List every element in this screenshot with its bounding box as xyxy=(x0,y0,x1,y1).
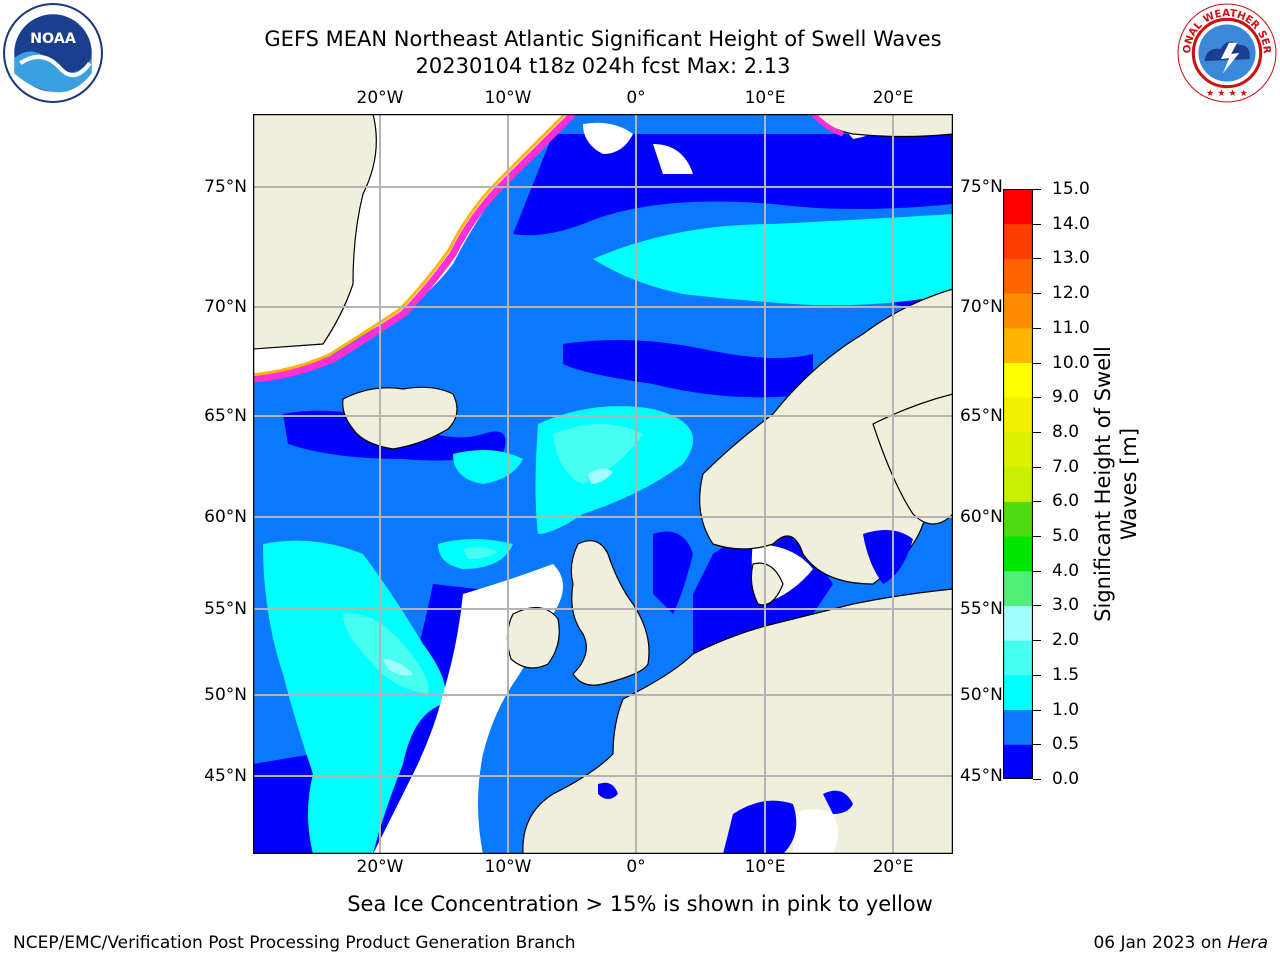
land-masses xyxy=(253,114,953,854)
colorbar-tick xyxy=(1033,709,1041,711)
colorbar-title: Significant Height of Swell Waves [m] xyxy=(1091,346,1141,622)
footer-date-text: 06 Jan 2023 on xyxy=(1093,933,1228,953)
lat-label-left: 45°N xyxy=(204,766,247,786)
noaa-logo: NOAA xyxy=(3,3,103,103)
lon-label-bottom: 10°W xyxy=(484,857,532,877)
lon-label-top: 10°W xyxy=(484,88,532,108)
colorbar-tick-label: 4.0 xyxy=(1052,560,1080,581)
colorbar-band xyxy=(1003,223,1033,259)
colorbar-tick-label: 9.0 xyxy=(1052,387,1080,408)
colorbar-tick xyxy=(1033,501,1041,503)
lat-label-left: 75°N xyxy=(204,177,247,197)
footer-host: Hera xyxy=(1227,933,1268,953)
chart-subtitle: 20230104 t18z 024h fcst Max: 2.13 xyxy=(415,54,791,78)
colorbar-tick-label: 3.0 xyxy=(1052,595,1080,616)
colorbar-tick xyxy=(1033,189,1041,190)
lat-label-right: 65°N xyxy=(960,406,1003,426)
colorbar-tick xyxy=(1033,744,1041,746)
chart-title: GEFS MEAN Northeast Atlantic Significant… xyxy=(264,27,942,51)
svg-text:★ ★ ★ ★: ★ ★ ★ ★ xyxy=(1206,88,1248,99)
lon-label-top: 20°W xyxy=(356,88,404,108)
lat-label-right: 50°N xyxy=(960,685,1003,705)
colorbar-band xyxy=(1003,640,1033,676)
lat-label-left: 60°N xyxy=(204,507,247,527)
lon-label-bottom: 20°W xyxy=(356,857,404,877)
colorbar-band xyxy=(1003,327,1033,364)
colorbar-tick-label: 15.0 xyxy=(1052,179,1090,199)
colorbar-tick-label: 1.5 xyxy=(1052,664,1080,685)
colorbar-tick-label: 2.0 xyxy=(1052,630,1080,651)
footer-date: 06 Jan 2023 on Hera xyxy=(1093,933,1268,953)
lat-label-right: 70°N xyxy=(960,297,1003,317)
colorbar-tick xyxy=(1033,674,1041,676)
colorbar-tick-label: 6.0 xyxy=(1052,491,1080,512)
colorbar-tick-label: 0.5 xyxy=(1052,734,1080,755)
colorbar-band xyxy=(1003,744,1033,779)
colorbar-tick xyxy=(1033,605,1041,607)
caption-text: Sea Ice Concentration > 15% is shown in … xyxy=(347,892,933,916)
colorbar-tick xyxy=(1033,431,1041,433)
lat-label-left: 50°N xyxy=(204,685,247,705)
colorbar-band xyxy=(1003,362,1033,398)
lat-label-right: 75°N xyxy=(960,177,1003,197)
lon-label-top: 0° xyxy=(626,88,646,108)
colorbar-band xyxy=(1003,570,1033,606)
colorbar xyxy=(1003,189,1033,779)
colorbar-band xyxy=(1003,293,1033,329)
lon-label-bottom: 20°E xyxy=(872,857,914,877)
colorbar-band xyxy=(1003,674,1033,711)
lat-label-right: 45°N xyxy=(960,766,1003,786)
nws-logo: NATIONAL WEATHER SERVICE ★ ★ ★ ★ xyxy=(1176,2,1277,103)
colorbar-tick xyxy=(1033,258,1041,260)
lat-label-left: 70°N xyxy=(204,297,247,317)
map-graticule xyxy=(253,114,953,854)
lat-label-right: 55°N xyxy=(960,599,1003,619)
colorbar-tick xyxy=(1033,362,1041,364)
colorbar-tick-label: 7.0 xyxy=(1052,456,1080,477)
map-border xyxy=(253,114,953,854)
colorbar-tick xyxy=(1033,570,1041,572)
lon-label-top: 20°E xyxy=(872,88,914,108)
colorbar-band xyxy=(1003,466,1033,502)
colorbar-tick-label: 13.0 xyxy=(1052,248,1090,269)
colorbar-tick xyxy=(1033,397,1041,399)
lat-label-right: 60°N xyxy=(960,507,1003,527)
lat-label-left: 55°N xyxy=(204,599,247,619)
colorbar-band xyxy=(1003,189,1033,225)
lon-label-bottom: 0° xyxy=(626,857,646,877)
colorbar-band xyxy=(1003,536,1033,572)
colorbar-tick-label: 12.0 xyxy=(1052,283,1090,304)
noaa-logo-text: NOAA xyxy=(30,31,76,47)
colorbar-tick-label: 8.0 xyxy=(1052,421,1080,442)
swell-band-1.0-1.5 xyxy=(263,214,953,854)
colorbar-band xyxy=(1003,501,1033,537)
colorbar-band xyxy=(1003,431,1033,468)
sea-ice-edge xyxy=(253,114,576,383)
map-panel xyxy=(253,114,953,854)
colorbar-tick-label: 5.0 xyxy=(1052,526,1080,547)
lon-label-top: 10°E xyxy=(744,88,786,108)
colorbar-band xyxy=(1003,397,1033,433)
colorbar-band xyxy=(1003,605,1033,641)
lat-label-left: 65°N xyxy=(204,406,247,426)
colorbar-tick xyxy=(1033,223,1041,225)
colorbar-tick-label: 1.0 xyxy=(1052,699,1080,720)
colorbar-tick xyxy=(1033,640,1041,642)
map-caption: Sea Ice Concentration > 15% is shown in … xyxy=(0,892,1280,916)
colorbar-tick-label: 0.0 xyxy=(1052,769,1080,789)
colorbar-tick-label: 11.0 xyxy=(1052,317,1090,338)
swell-band-2.0-3.0 xyxy=(383,468,613,676)
colorbar-band xyxy=(1003,709,1033,745)
colorbar-tick-label: 14.0 xyxy=(1052,213,1090,234)
colorbar-tick xyxy=(1033,536,1041,538)
colorbar-tick xyxy=(1033,779,1041,780)
colorbar-tick xyxy=(1033,466,1041,468)
lon-label-bottom: 10°E xyxy=(744,857,786,877)
colorbar-tick xyxy=(1033,327,1041,329)
colorbar-band xyxy=(1003,258,1033,294)
footer-credit: NCEP/EMC/Verification Post Processing Pr… xyxy=(13,933,576,953)
colorbar-tick-label: 10.0 xyxy=(1052,352,1090,373)
colorbar-tick xyxy=(1033,293,1041,295)
